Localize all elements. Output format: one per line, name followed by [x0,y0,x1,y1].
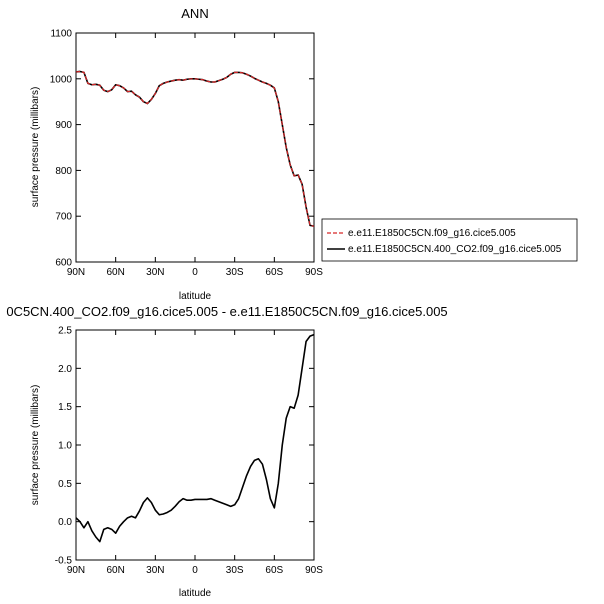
x-tick-label: 60S [265,565,283,576]
bottom-x-axis-label: latitude [179,588,212,599]
x-tick-label: 60N [106,565,124,576]
top-plot-frame [75,32,315,263]
y-tick-label: 1000 [50,74,73,85]
x-tick-label: 90N [67,565,85,576]
bottom-y-ticks: -0.5 0.0 0.5 1.0 1.5 2.0 2.5 [55,326,314,567]
y-tick-label: 2.0 [58,364,72,375]
x-tick-label: 0 [192,565,198,576]
y-tick-label: 1100 [50,29,72,40]
bottom-chart: 0C5CN.400_CO2.f09_g16.cice5.005 - e.e11.… [6,304,447,599]
x-tick-label: 30S [226,565,244,576]
x-tick-label: 30N [146,267,164,278]
y-tick-label: 1.5 [58,402,72,413]
top-series-lines [75,70,315,228]
y-tick-label: 600 [55,258,72,269]
y-tick-label: 0.0 [58,517,72,528]
series-line-0 [75,70,315,227]
x-tick-label: 90N [67,267,85,278]
y-tick-label: 0.5 [58,479,72,490]
legend-entry-1: e.e11.E1850C5CN.400_CO2.f09_g16.cice5.00… [348,244,562,255]
legend-entry-0: e.e11.E1850C5CN.f09_g16.cice5.005 [348,228,516,239]
bottom-series-lines [75,333,315,543]
y-tick-label: 900 [55,120,72,131]
top-x-ticks: 90N 60N 30N 0 30S 60S 90S [67,33,323,278]
x-tick-label: 0 [192,267,198,278]
top-x-axis-label: latitude [179,291,212,302]
top-y-axis-label: surface pressure (millibars) [30,87,41,208]
x-tick-label: 30S [226,267,244,278]
bottom-chart-title: 0C5CN.400_CO2.f09_g16.cice5.005 - e.e11.… [6,304,447,319]
series-line-1 [75,70,315,228]
y-tick-label: 700 [55,212,72,223]
y-tick-label: -0.5 [55,556,73,567]
series-line-0 [75,333,315,543]
bottom-x-ticks: 90N 60N 30N 0 30S 60S 90S [67,330,323,576]
legend-box [321,218,578,262]
bottom-y-axis-label: surface pressure (millibars) [30,385,41,506]
top-y-ticks: 600 700 800 900 1000 1100 [50,29,314,269]
x-tick-label: 60S [265,267,283,278]
legend: e.e11.E1850C5CN.f09_g16.cice5.005 e.e11.… [321,218,578,262]
top-chart-title: ANN [181,6,208,21]
x-tick-label: 90S [305,565,323,576]
x-tick-label: 30N [146,565,164,576]
x-tick-label: 60N [106,267,124,278]
x-tick-label: 90S [305,267,323,278]
y-tick-label: 800 [55,166,72,177]
y-tick-label: 1.0 [58,441,72,452]
y-tick-label: 2.5 [58,326,72,337]
bottom-plot-frame [75,329,315,561]
